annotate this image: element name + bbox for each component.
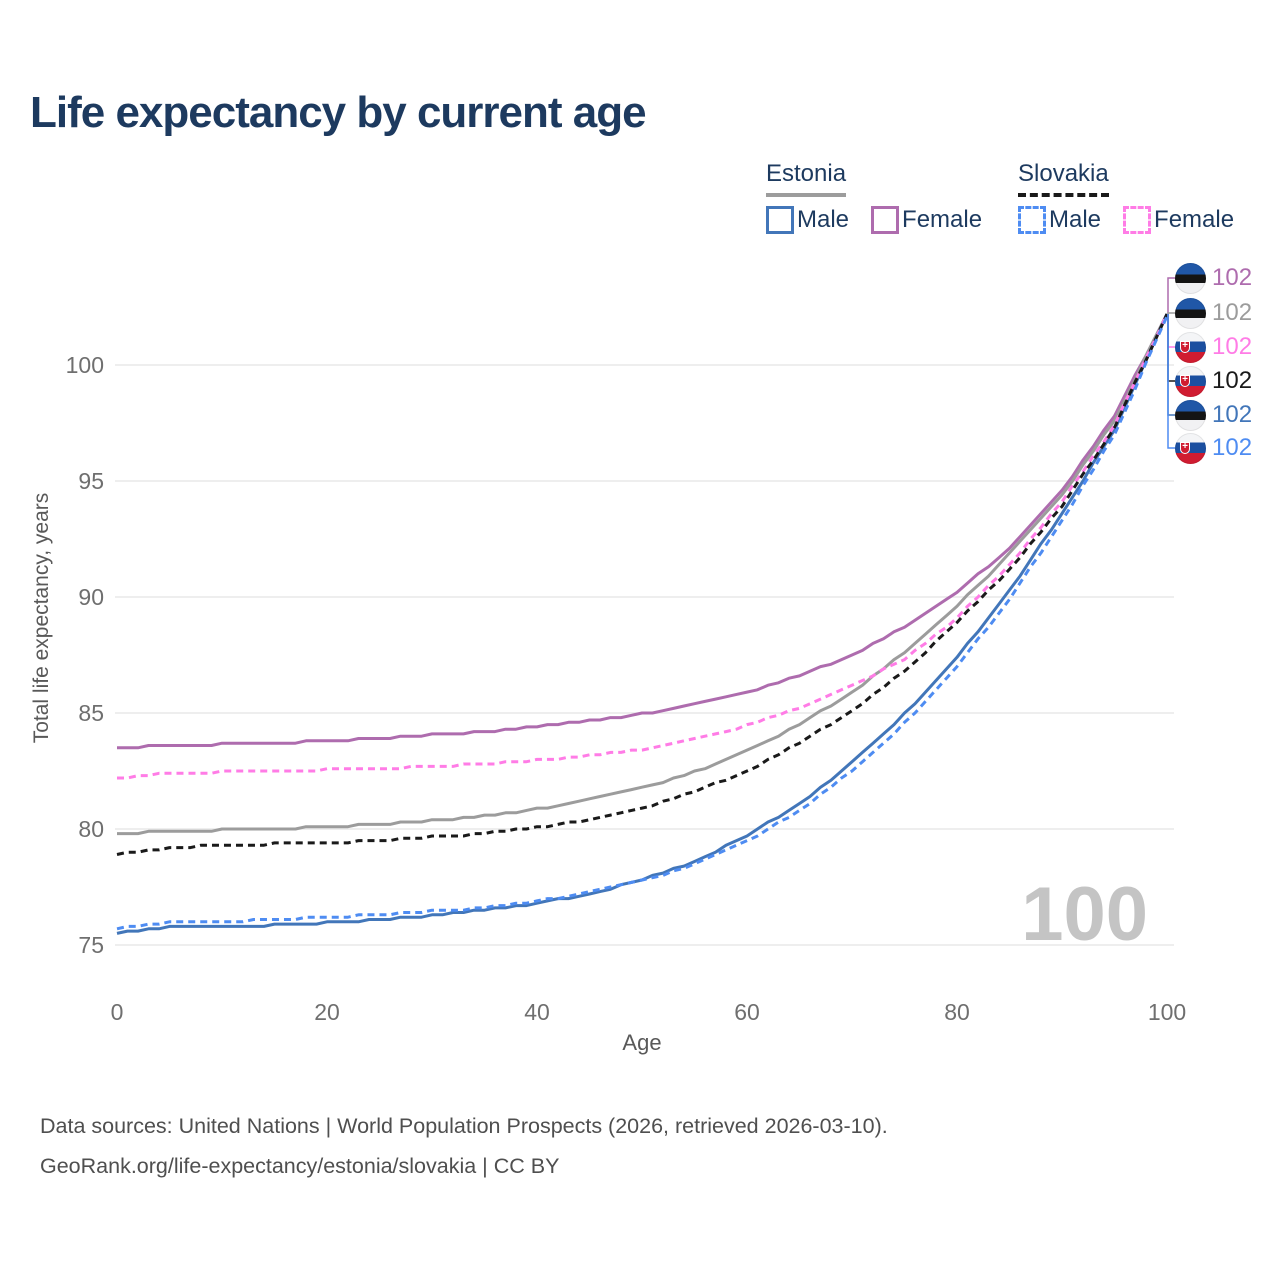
footer: Data sources: United Nations | World Pop… [40,1106,888,1186]
legend-group-estonia: Estonia Male Female [766,160,982,234]
series-end-label-estonia-female: 102 [1175,262,1252,294]
x-tick-label: 100 [1148,999,1186,1025]
legend-item-label: Male [1049,206,1102,233]
series-end-value: 102 [1212,401,1253,428]
legend-group-slovakia: Slovakia Male Female [1018,160,1234,234]
series-line-slovakia-female[interactable] [117,313,1169,780]
series-end-label-estonia-male: 102 [1175,399,1252,431]
legend-country-estonia[interactable]: Estonia [766,160,847,197]
slovakia-flag-icon [1175,331,1206,363]
series-end-label-estonia-both-sexes: 102 [1175,297,1252,329]
age-watermark: 100 [1021,872,1148,957]
legend-country-slovakia[interactable]: Slovakia [1018,160,1109,197]
y-axis-title: Total life expectancy, years [30,493,53,744]
end-label-connector [1167,277,1175,314]
x-tick-label: 0 [111,999,124,1025]
y-tick-label: 90 [78,584,104,610]
series-end-value: 102 [1212,367,1253,394]
series-end-value: 102 [1212,333,1253,360]
legend-item-label: Male [797,206,850,233]
estonia-flag-icon [1175,262,1206,294]
y-tick-label: 85 [78,700,104,726]
x-tick-label: 20 [314,999,340,1025]
series-end-label-slovakia-male: 102 [1175,432,1252,464]
y-tick-label: 75 [78,932,104,958]
x-axis-title: Age [622,1030,661,1055]
x-tick-label: 40 [524,999,550,1025]
y-tick-label: 95 [78,468,104,494]
series-line-estonia-both-sexes-[interactable] [117,313,1169,836]
end-label-connector [1167,312,1175,314]
estonia-flag-icon [1175,297,1206,329]
x-tick-label: 60 [734,999,760,1025]
estonia-flag-icon [1175,399,1206,431]
series-end-label-slovakia-female: 102 [1175,331,1252,363]
legend-item-slovakia-female[interactable]: Female [1123,206,1234,234]
y-tick-label: 80 [78,816,104,842]
footer-data-sources: Data sources: United Nations | World Pop… [40,1114,888,1138]
series-line-slovakia-male[interactable] [116,315,1169,931]
footer-attribution: GeoRank.org/life-expectancy/estonia/slov… [40,1154,560,1178]
y-tick-label: 100 [66,352,104,378]
series-end-value: 102 [1212,434,1253,461]
legend-item-label: Female [1154,206,1235,233]
page-title: Life expectancy by current age [30,88,647,137]
series-line-estonia-female[interactable] [117,313,1169,750]
legend-item-slovakia-male[interactable]: Male [1018,206,1101,234]
end-label-connector [1167,314,1175,348]
estonia-male-swatch-icon [766,206,794,234]
series-line-slovakia-both-sexes-[interactable] [116,313,1169,856]
estonia-female-swatch-icon [871,206,900,234]
legend-item-label: Female [902,206,983,233]
end-label-connector [1167,314,1175,449]
x-tick-label: 80 [944,999,970,1025]
slovakia-flag-icon [1175,432,1206,464]
slovakia-male-swatch-icon [1018,206,1046,234]
series-line-estonia-male[interactable] [116,313,1169,935]
legend-item-estonia-male[interactable]: Male [766,206,849,234]
legend-item-estonia-female[interactable]: Female [871,206,982,234]
series-end-value: 102 [1212,299,1253,326]
slovakia-flag-icon [1175,365,1206,397]
slovakia-female-swatch-icon [1123,206,1152,234]
series-end-value: 102 [1212,264,1253,291]
series-end-label-slovakia-both-sexes: 102 [1175,365,1252,397]
